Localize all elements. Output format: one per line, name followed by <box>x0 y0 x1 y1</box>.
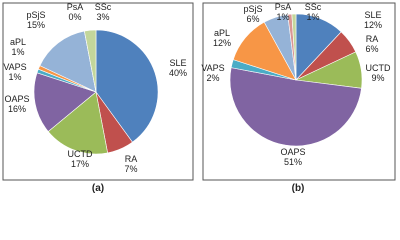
category-label: aPL <box>214 28 230 38</box>
slice-label: SLE 12% <box>364 10 382 30</box>
panel-frame <box>202 2 396 181</box>
category-label: RA <box>125 154 138 164</box>
slice-label: pSjS 15% <box>26 10 45 30</box>
value-label: 7% <box>124 164 137 174</box>
slice-label: OAPS 16% <box>4 94 29 114</box>
value-label: 12% <box>213 38 231 48</box>
value-label: 51% <box>284 157 302 167</box>
slice-label: PsA 0% <box>67 2 84 22</box>
value-label: 1% <box>276 12 289 22</box>
value-label: 16% <box>8 104 26 114</box>
slice-label: VAPS 2% <box>201 63 224 83</box>
slice-label: aPL 12% <box>213 28 231 48</box>
slice-label: RA 6% <box>365 34 378 54</box>
value-label: 1% <box>8 72 21 82</box>
value-label: 1% <box>11 47 24 57</box>
pie-slice <box>39 30 97 93</box>
slice-label: pSjS 6% <box>243 4 262 24</box>
pie-slice <box>33 72 97 132</box>
value-label: 0% <box>68 12 81 22</box>
slice-label: OAPS 51% <box>280 147 305 167</box>
slice-label: VAPS 1% <box>3 62 26 82</box>
value-label: 17% <box>71 159 89 169</box>
category-label: SSc <box>95 2 112 12</box>
category-label: SSc <box>305 2 322 12</box>
value-label: 6% <box>246 14 259 24</box>
category-label: UCTD <box>366 63 391 73</box>
value-label: 2% <box>206 73 219 83</box>
category-label: PsA <box>275 2 292 12</box>
category-label: pSjS <box>26 10 45 20</box>
category-label: UCTD <box>68 149 93 159</box>
category-label: OAPS <box>4 94 29 104</box>
value-label: 40% <box>169 68 187 78</box>
pie-slice <box>47 91 108 155</box>
value-label: 9% <box>371 73 384 83</box>
caption: (b) <box>292 183 305 194</box>
value-label: 15% <box>27 20 45 30</box>
caption: (a) <box>92 183 104 194</box>
value-label: 1% <box>306 12 319 22</box>
slice-label: SSc 3% <box>95 2 112 22</box>
value-label: 6% <box>365 44 378 54</box>
slice-label: PsA 1% <box>275 2 292 22</box>
category-label: pSjS <box>243 4 262 14</box>
figure: SLE 40%RA 7%UCTD 17%OAPS 16%VAPS 1%aPL 1%pSjS 1… <box>2 2 396 194</box>
category-label: OAPS <box>280 147 305 157</box>
pie-slice <box>95 29 159 143</box>
category-label: SLE <box>169 58 186 68</box>
slice-label: RA 7% <box>124 154 137 174</box>
value-label: 3% <box>96 12 109 22</box>
category-label: RA <box>366 34 379 44</box>
slice-label: SSc 1% <box>305 2 322 22</box>
category-label: PsA <box>67 2 84 12</box>
slice-label: aPL 1% <box>10 37 26 57</box>
slice-label: UCTD 17% <box>68 149 93 169</box>
slice-label: UCTD 9% <box>366 63 391 83</box>
slice-label: SLE 40% <box>169 58 187 78</box>
category-label: SLE <box>364 10 381 20</box>
category-label: VAPS <box>3 62 26 72</box>
category-label: VAPS <box>201 63 224 73</box>
pie-slice <box>84 29 97 93</box>
value-label: 12% <box>364 20 382 30</box>
panel-frame <box>2 2 194 181</box>
category-label: aPL <box>10 37 26 47</box>
pie-slice <box>291 13 297 81</box>
pie-slice <box>229 67 362 147</box>
